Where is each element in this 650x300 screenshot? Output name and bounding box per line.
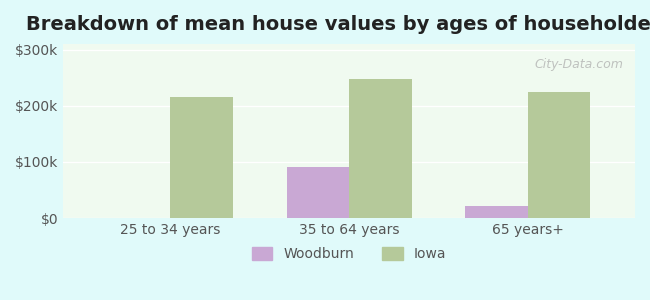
- Bar: [287, 167, 349, 218]
- Bar: [349, 79, 411, 218]
- Bar: [465, 206, 528, 218]
- Bar: [170, 97, 233, 218]
- Title: Breakdown of mean house values by ages of householders: Breakdown of mean house values by ages o…: [26, 15, 650, 34]
- Text: City-Data.com: City-Data.com: [535, 58, 623, 71]
- Bar: [528, 92, 590, 218]
- Legend: Woodburn, Iowa: Woodburn, Iowa: [246, 242, 452, 267]
